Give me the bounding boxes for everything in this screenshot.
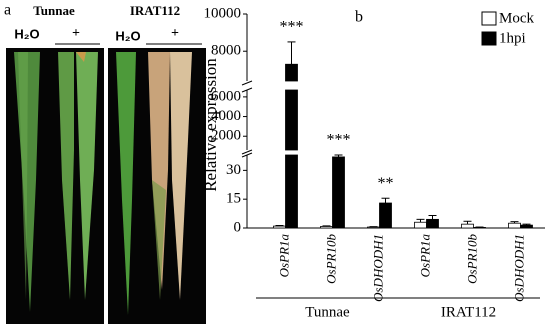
y-tick-label: 6000	[211, 88, 241, 104]
column-label: +	[72, 26, 80, 41]
group-title: Tunnae	[33, 3, 75, 18]
column-label: H₂O	[115, 28, 140, 43]
bar	[414, 221, 427, 229]
bar	[332, 156, 345, 229]
y-tick-label: 15	[226, 191, 241, 207]
group-title: IRAT112	[130, 3, 180, 18]
column-label: +	[171, 26, 179, 41]
significance-label: ***	[280, 19, 304, 36]
y-tick-label: 30	[226, 162, 241, 178]
bar	[285, 63, 298, 82]
leaf-photo	[6, 48, 206, 324]
legend-label: 1hpi	[499, 30, 526, 46]
group-label: IRAT112	[441, 304, 496, 320]
x-tick-label: OsDHODH1	[370, 234, 385, 302]
legend-swatch	[481, 11, 497, 26]
y-tick-label: 4000	[211, 108, 241, 124]
group-label: Tunnae	[305, 304, 350, 320]
y-tick-label: 0	[234, 219, 242, 235]
bar	[273, 225, 286, 229]
y-tick-label: 8000	[211, 43, 241, 59]
legend-swatch	[481, 31, 497, 46]
y-axis-label: Relative expression	[201, 58, 220, 192]
legend-label: Mock	[499, 10, 534, 26]
bar	[320, 226, 333, 229]
bar	[285, 154, 298, 229]
bar	[285, 89, 298, 151]
x-tick-label: OsPR1a	[276, 234, 291, 278]
significance-label: **	[378, 175, 394, 192]
axis-break	[241, 80, 253, 86]
axis-break	[241, 149, 253, 155]
bar	[520, 224, 533, 229]
bar	[508, 222, 521, 229]
bar	[379, 202, 392, 229]
x-tick-label: OsPR1a	[417, 234, 432, 278]
bar	[461, 223, 474, 229]
column-label: H₂O	[14, 26, 39, 41]
y-tick-label: 2000	[211, 128, 241, 144]
x-tick-label: OsDHODH1	[511, 234, 526, 302]
x-tick-label: OsPR10b	[464, 234, 479, 284]
axis-break	[241, 87, 253, 93]
panel-label: a	[4, 2, 11, 19]
x-tick-label: OsPR10b	[323, 234, 338, 284]
y-tick-label: 10000	[204, 5, 242, 21]
significance-label: ***	[327, 132, 351, 149]
panel-label: b	[355, 9, 363, 26]
axis-break	[241, 152, 253, 158]
bar	[426, 218, 439, 229]
bar	[367, 226, 380, 229]
